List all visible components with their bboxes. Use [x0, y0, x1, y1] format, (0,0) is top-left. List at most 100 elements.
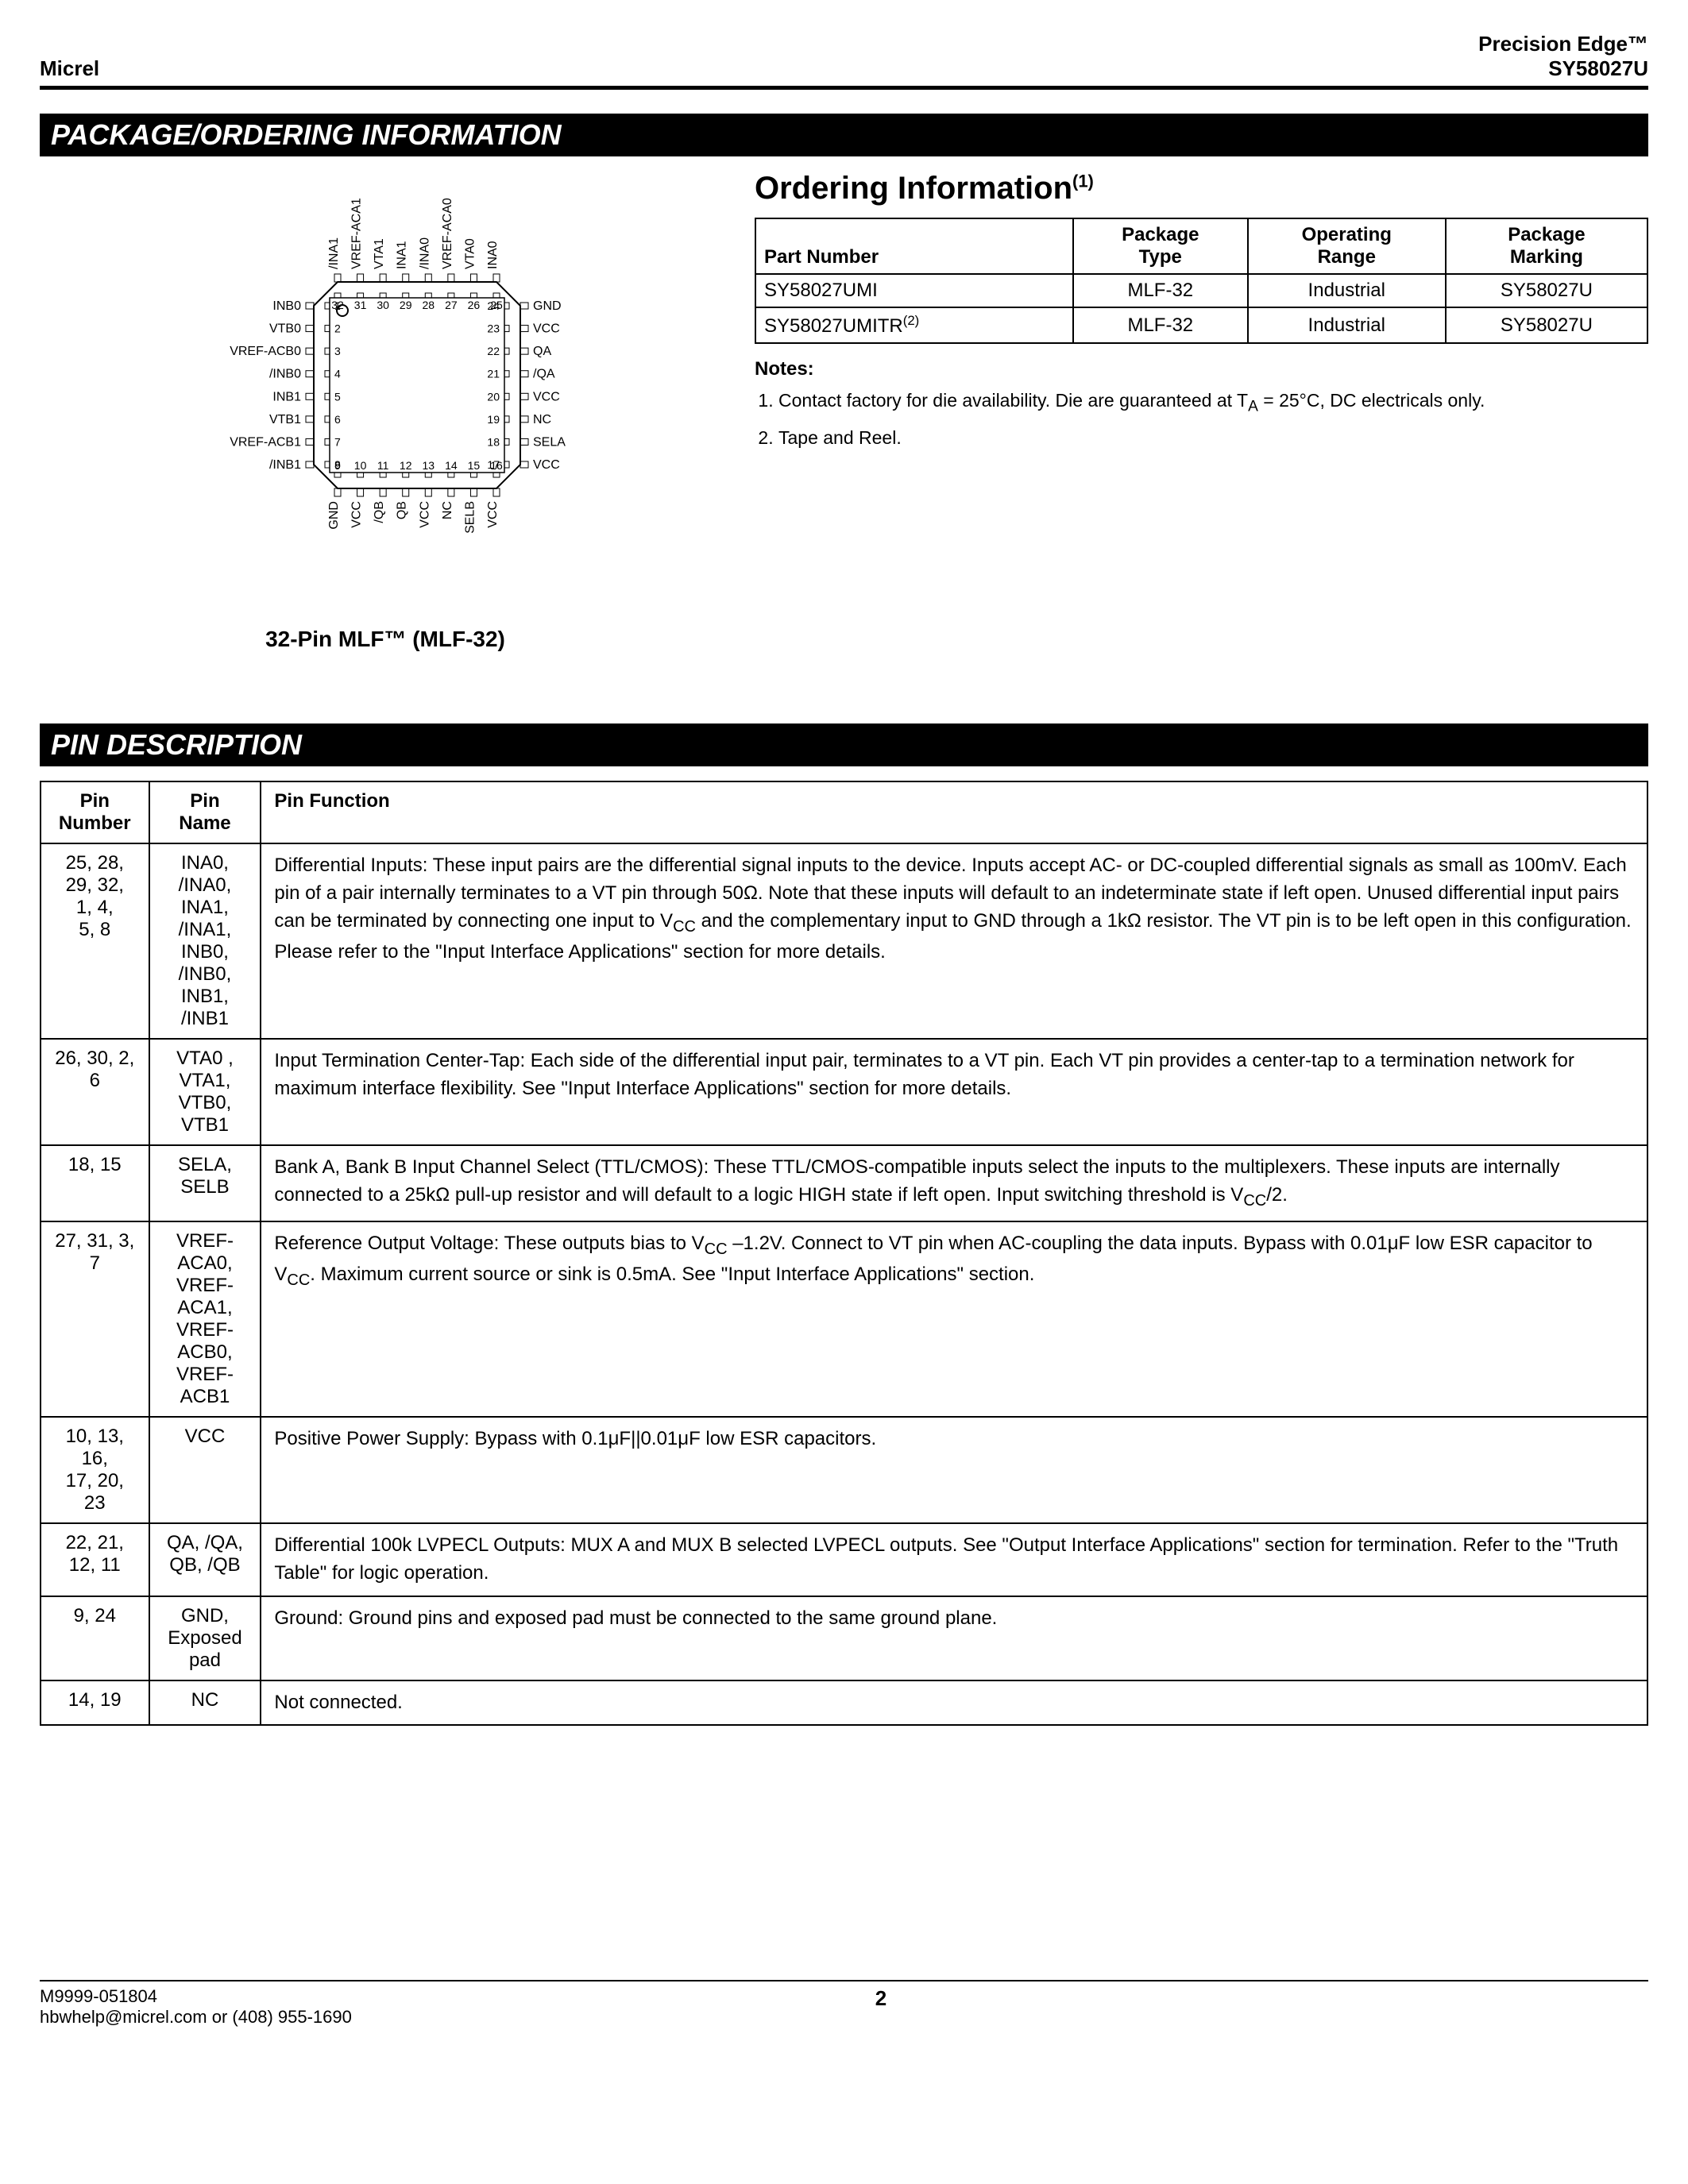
- pin-number: 14, 19: [41, 1680, 149, 1726]
- svg-text:VTA1: VTA1: [373, 238, 386, 269]
- svg-text:VCC: VCC: [418, 501, 431, 528]
- ordering-col-3: PackageMarking: [1446, 218, 1647, 274]
- ordering-row: SY58027UMITR(2)MLF-32IndustrialSY58027U: [755, 307, 1647, 343]
- pin-row: 27, 31, 3, 7VREF-ACA0,VREF-ACA1,VREF-ACB…: [41, 1221, 1647, 1417]
- svg-text:5: 5: [334, 391, 341, 403]
- pin-name: QA, /QA,QB, /QB: [149, 1523, 261, 1596]
- pin-function: Differential Inputs: These input pairs a…: [261, 843, 1647, 1039]
- ordering-row: SY58027UMIMLF-32IndustrialSY58027U: [755, 274, 1647, 307]
- svg-text:VCC: VCC: [533, 391, 560, 404]
- pin-function: Reference Output Voltage: These outputs …: [261, 1221, 1647, 1417]
- package-diagram-col: 1INB02VTB03VREF-ACB04/INB05INB16VTB17VRE…: [40, 171, 731, 652]
- svg-text:9: 9: [334, 459, 341, 472]
- svg-text:INA1: INA1: [396, 241, 409, 270]
- svg-text:6: 6: [334, 413, 341, 426]
- svg-text:NC: NC: [533, 413, 551, 426]
- pins-col-0: Pin Number: [41, 781, 149, 843]
- footer-left: M9999-051804 hbwhelp@micrel.com or (408)…: [40, 1986, 352, 2028]
- ordering-cell: MLF-32: [1073, 274, 1248, 307]
- notes-list: Contact factory for die availability. Di…: [778, 387, 1648, 451]
- svg-text:GND: GND: [533, 299, 562, 313]
- pin-name: VREF-ACA0,VREF-ACA1,VREF-ACB0,VREF-ACB1: [149, 1221, 261, 1417]
- svg-text:28: 28: [422, 299, 435, 311]
- svg-text:32: 32: [331, 299, 344, 311]
- svg-text:14: 14: [445, 459, 458, 472]
- pin-number: 18, 15: [41, 1145, 149, 1221]
- svg-text:QB: QB: [396, 501, 409, 519]
- ordering-cell: Industrial: [1248, 274, 1446, 307]
- pin-number: 25, 28,29, 32,1, 4,5, 8: [41, 843, 149, 1039]
- svg-text:VCC: VCC: [533, 322, 560, 336]
- note-item: Tape and Reel.: [778, 424, 1648, 452]
- svg-text:30: 30: [377, 299, 389, 311]
- chip-caption: 32-Pin MLF™ (MLF-32): [139, 627, 632, 652]
- svg-text:23: 23: [487, 322, 500, 335]
- svg-text:VCC: VCC: [486, 501, 500, 528]
- svg-text:10: 10: [354, 459, 367, 472]
- pin-function: Not connected.: [261, 1680, 1647, 1726]
- pin-number: 10, 13, 16,17, 20, 23: [41, 1417, 149, 1523]
- pin-name: SELA, SELB: [149, 1145, 261, 1221]
- pin-row: 18, 15SELA, SELBBank A, Bank B Input Cha…: [41, 1145, 1647, 1221]
- header-company: Micrel: [40, 56, 99, 81]
- footer-docnum: M9999-051804: [40, 1986, 352, 2007]
- svg-text:31: 31: [354, 299, 367, 311]
- ordering-title: Ordering Information(1): [755, 171, 1648, 206]
- section-package-ordering: PACKAGE/ORDERING INFORMATION: [40, 114, 1648, 156]
- package-ordering-row: 1INB02VTB03VREF-ACB04/INB05INB16VTB17VRE…: [40, 171, 1648, 652]
- pin-name: VCC: [149, 1417, 261, 1523]
- svg-text:26: 26: [468, 299, 481, 311]
- svg-text:25: 25: [490, 299, 503, 311]
- svg-text:/INB0: /INB0: [269, 368, 301, 381]
- ordering-cell: SY58027UMITR(2): [755, 307, 1073, 343]
- svg-text:16: 16: [490, 459, 503, 472]
- header-product: Precision Edge™ SY58027U: [1478, 32, 1648, 81]
- pin-function: Ground: Ground pins and exposed pad must…: [261, 1596, 1647, 1680]
- ordering-table: Part NumberPackageTypeOperatingRangePack…: [755, 218, 1648, 344]
- svg-text:15: 15: [468, 459, 481, 472]
- pin-row: 14, 19NCNot connected.: [41, 1680, 1647, 1726]
- svg-text:2: 2: [334, 322, 341, 335]
- header-line2: SY58027U: [1478, 56, 1648, 81]
- svg-text:VREF-ACB1: VREF-ACB1: [230, 436, 301, 450]
- ordering-cell: SY58027U: [1446, 274, 1647, 307]
- svg-text:VCC: VCC: [533, 458, 560, 472]
- svg-text:INA0: INA0: [486, 241, 500, 270]
- pin-function: Bank A, Bank B Input Channel Select (TTL…: [261, 1145, 1647, 1221]
- mlf32-pinout-diagram: 1INB02VTB03VREF-ACB04/INB05INB16VTB17VRE…: [139, 171, 632, 615]
- svg-text:18: 18: [487, 436, 500, 449]
- svg-text:20: 20: [487, 391, 500, 403]
- pin-name: INA0, /INA0,INA1, /INA1,INB0, /INB0,INB1…: [149, 843, 261, 1039]
- section-pin-description: PIN DESCRIPTION: [40, 723, 1648, 766]
- note-item: Contact factory for die availability. Di…: [778, 387, 1648, 419]
- pin-row: 26, 30, 2, 6VTA0 , VTA1,VTB0, VTB1Input …: [41, 1039, 1647, 1145]
- pins-col-2: Pin Function: [261, 781, 1647, 843]
- pin-row: 9, 24GND,Exposed padGround: Ground pins …: [41, 1596, 1647, 1680]
- svg-text:INB1: INB1: [272, 391, 301, 404]
- svg-text:12: 12: [400, 459, 412, 472]
- svg-text:INB0: INB0: [272, 299, 301, 313]
- ordering-title-sup: (1): [1072, 172, 1094, 191]
- svg-text:VCC: VCC: [350, 501, 364, 528]
- pin-number: 9, 24: [41, 1596, 149, 1680]
- notes-heading: Notes:: [755, 358, 1648, 380]
- pin-name: NC: [149, 1680, 261, 1726]
- svg-text:/QB: /QB: [373, 501, 386, 523]
- svg-text:VTB0: VTB0: [269, 322, 301, 336]
- svg-text:VREF-ACA1: VREF-ACA1: [350, 198, 364, 269]
- ordering-cell: SY58027UMI: [755, 274, 1073, 307]
- ordering-title-text: Ordering Information: [755, 171, 1072, 206]
- ordering-cell: SY58027U: [1446, 307, 1647, 343]
- chip-diagram-wrap: 1INB02VTB03VREF-ACB04/INB05INB16VTB17VRE…: [139, 171, 632, 652]
- svg-text:SELA: SELA: [533, 436, 566, 450]
- ordering-cell: MLF-32: [1073, 307, 1248, 343]
- pin-name: VTA0 , VTA1,VTB0, VTB1: [149, 1039, 261, 1145]
- svg-text:VTB1: VTB1: [269, 413, 301, 426]
- svg-text:/INA1: /INA1: [327, 237, 341, 269]
- pin-function: Differential 100k LVPECL Outputs: MUX A …: [261, 1523, 1647, 1596]
- ordering-col: Ordering Information(1) Part NumberPacka…: [755, 171, 1648, 652]
- svg-text:VTA0: VTA0: [463, 238, 477, 269]
- svg-text:/INA0: /INA0: [418, 237, 431, 269]
- ordering-col-2: OperatingRange: [1248, 218, 1446, 274]
- svg-text:3: 3: [334, 345, 341, 358]
